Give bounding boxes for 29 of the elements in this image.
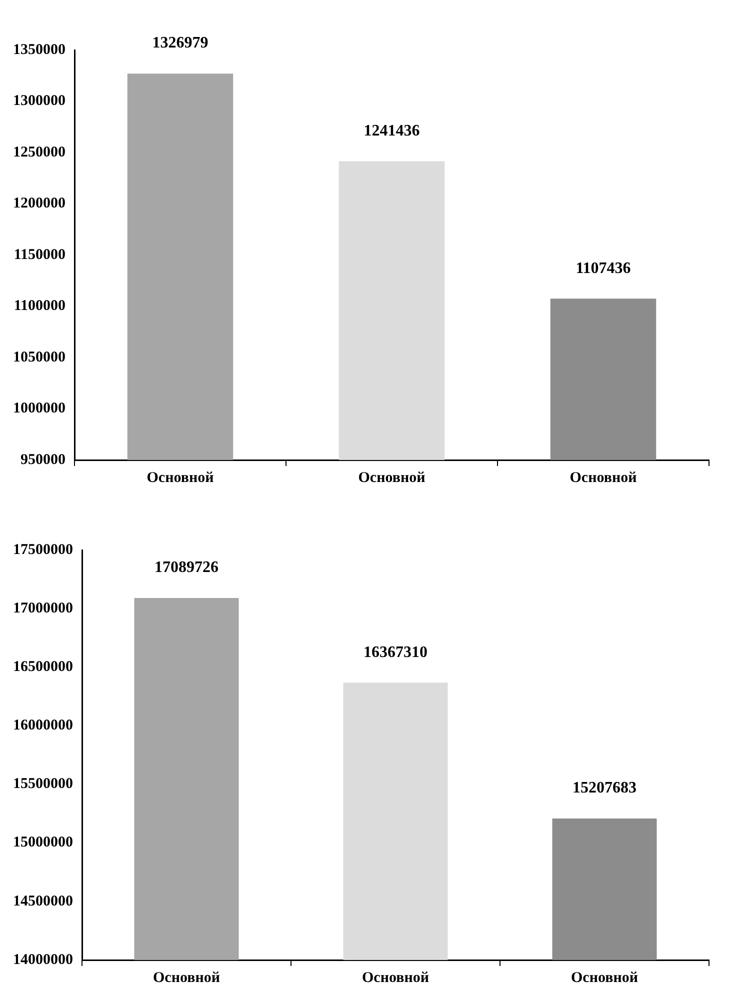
x-tick-label: Основной bbox=[362, 970, 430, 986]
data-label: 15207683 bbox=[572, 780, 636, 797]
data-label: 17089726 bbox=[154, 559, 218, 576]
y-tick-label: 15000000 bbox=[13, 834, 73, 851]
y-tick-label: 1050000 bbox=[13, 349, 66, 366]
x-tick-label: Основной bbox=[153, 970, 220, 986]
y-tick-label: 14500000 bbox=[13, 893, 73, 910]
data-label: 1107436 bbox=[576, 260, 631, 277]
data-label: 16367310 bbox=[364, 644, 428, 661]
x-tick-label: Основной bbox=[146, 470, 214, 486]
y-tick-label: 1100000 bbox=[14, 298, 66, 314]
y-tick-label: 1350000 bbox=[13, 42, 66, 58]
y-tick-label: 950000 bbox=[20, 452, 66, 468]
y-tick-label: 16500000 bbox=[13, 659, 73, 676]
x-tick-label: Основной bbox=[358, 470, 426, 486]
y-tick-label: 17500000 bbox=[13, 542, 73, 558]
y-tick-label: 14000000 bbox=[13, 952, 73, 968]
data-label: 1326979 bbox=[152, 34, 208, 52]
y-tick-label: 1000000 bbox=[13, 400, 66, 417]
y-tick-label: 17000000 bbox=[13, 600, 73, 616]
y-tick-label: 1250000 bbox=[13, 144, 66, 160]
y-tick-label: 16000000 bbox=[13, 718, 73, 734]
y-tick-label: 15500000 bbox=[13, 776, 73, 792]
x-tick-label: Основной bbox=[570, 470, 638, 486]
data-label: 1241436 bbox=[364, 122, 420, 140]
y-tick-label: 1200000 bbox=[13, 196, 66, 212]
y-tick-label: 1150000 bbox=[14, 246, 66, 263]
y-tick-label: 1300000 bbox=[13, 93, 66, 110]
x-tick-label: Основной bbox=[571, 970, 638, 986]
